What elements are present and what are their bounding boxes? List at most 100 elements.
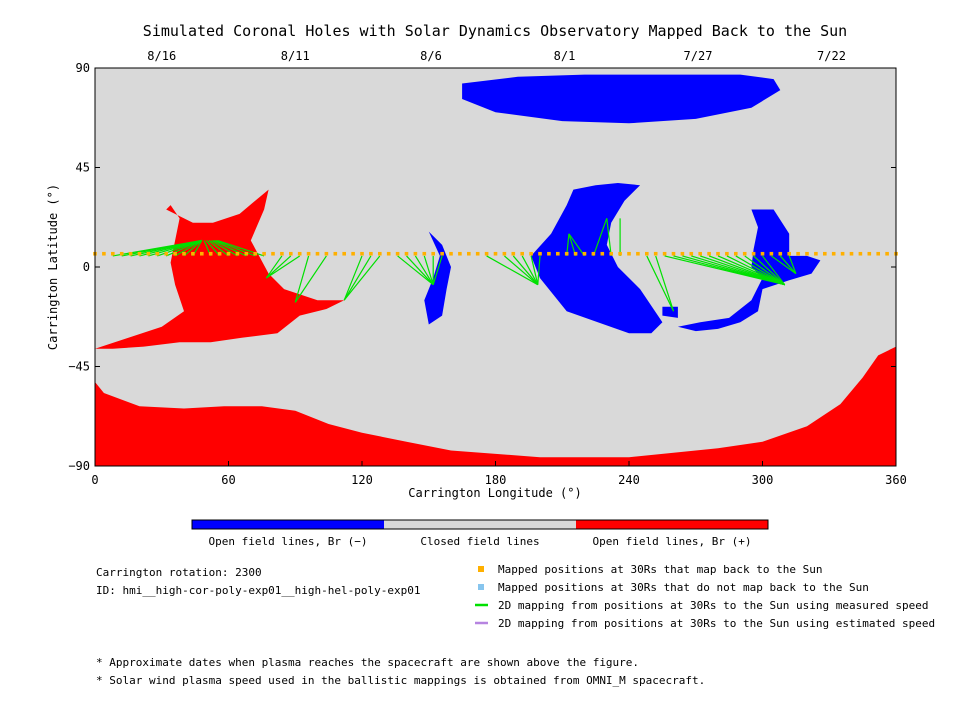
mapped-position-6: [146, 251, 151, 256]
colorbar-label-0: Open field lines, Br (−): [209, 535, 368, 548]
x-tick-label-2: 120: [351, 473, 373, 487]
mapping-line-11: [205, 240, 221, 257]
mapping-line-15: [214, 239, 256, 257]
y-tick-label-4: −90: [68, 459, 90, 473]
mapping-line-34: [521, 255, 539, 285]
mapped-position-57: [600, 251, 605, 256]
mapped-position-22: [289, 251, 293, 256]
mapped-position-72: [734, 251, 738, 256]
mapped-position-2: [111, 251, 115, 256]
mapped-position-68: [698, 251, 702, 256]
mapping-line-19: [265, 255, 301, 279]
mapped-position-69: [707, 251, 711, 256]
x-tick-label-6: 360: [885, 473, 907, 487]
mapping-line-26: [406, 255, 434, 286]
mapping-line-21: [294, 255, 327, 303]
mapped-position-79: [796, 251, 800, 256]
mapped-position-31: [369, 251, 373, 256]
mapping-line-43: [646, 255, 675, 312]
mapped-position-55: [582, 251, 587, 256]
mapping-line-8: [183, 240, 203, 257]
colorbar-frame: [191, 519, 769, 530]
mapped-position-36: [413, 251, 418, 256]
mapped-position-7: [155, 251, 160, 256]
y-tick-label-0: 90: [76, 61, 90, 75]
date-tick-label-4: 7/27: [684, 49, 713, 63]
x-tick-label-3: 180: [485, 473, 507, 487]
mapped-position-8: [164, 251, 168, 256]
mapped-position-43: [475, 251, 480, 256]
mapped-position-60: [627, 251, 631, 256]
region-negative-4: [424, 231, 451, 325]
mapped-position-27: [333, 251, 338, 256]
mapped-position-56: [591, 251, 596, 256]
colorbar-label-2: Open field lines, Br (+): [593, 535, 752, 548]
mapped-position-10: [182, 251, 186, 256]
mapped-position-20: [271, 251, 275, 256]
mapping-line-7: [174, 239, 203, 257]
mapping-line-53: [735, 255, 786, 286]
x-axis-label: Carrington Longitude (°): [408, 486, 581, 500]
mapped-position-82: [823, 251, 827, 256]
mapped-position-16: [235, 251, 240, 256]
mapping-line-57: [771, 255, 797, 275]
mapped-position-58: [609, 251, 613, 256]
mapped-position-17: [244, 251, 249, 256]
date-tick-label-3: 8/1: [554, 49, 576, 63]
region-negative-3: [531, 183, 663, 334]
mapped-position-62: [645, 251, 649, 256]
region-negative-5: [677, 209, 821, 332]
mapped-position-74: [751, 251, 756, 256]
mapped-position-83: [831, 251, 836, 256]
mapping-line-30: [432, 255, 443, 285]
mapped-position-48: [520, 251, 524, 256]
mapped-position-15: [226, 251, 231, 256]
mapped-position-44: [484, 251, 489, 256]
mapping-line-54: [744, 255, 786, 286]
mapped-position-59: [618, 251, 622, 256]
mapped-position-39: [440, 251, 444, 256]
legend-marker-1: [478, 584, 484, 590]
chart-title: Simulated Coronal Holes with Solar Dynam…: [143, 22, 847, 40]
mapped-position-14: [217, 251, 222, 256]
carrington-rotation: Carrington rotation: 2300: [96, 566, 262, 579]
mapped-position-52: [556, 251, 560, 256]
y-axis: 90 45 0 −45 −90: [68, 61, 896, 473]
top-date-axis: 8/16 8/11 8/6 8/1 7/27 7/22: [147, 49, 846, 73]
mapped-position-1: [102, 251, 106, 256]
legend-label-3: 2D mapping from positions at 30Rs to the…: [498, 617, 935, 630]
date-tick-label-2: 8/6: [420, 49, 442, 63]
mapping-line-23: [343, 255, 372, 301]
mapping-line-12: [208, 239, 229, 257]
mapping-line-28: [423, 255, 434, 285]
region-positive-0: [95, 189, 345, 349]
mapped-position-45: [493, 251, 498, 256]
mapped-position-66: [680, 251, 685, 256]
date-tick-label-1: 8/11: [281, 49, 310, 63]
note-dates: * Approximate dates when plasma reaches …: [96, 656, 639, 669]
mapped-position-65: [671, 251, 676, 256]
mapping-line-20: [294, 255, 310, 303]
mapped-position-80: [805, 251, 809, 256]
mapping-line-52: [726, 255, 786, 286]
mapped-position-77: [778, 251, 783, 256]
mapped-position-46: [502, 251, 507, 256]
mapped-position-37: [422, 251, 427, 256]
mapped-position-63: [653, 251, 658, 256]
mapped-position-84: [840, 251, 845, 256]
x-tick-label-4: 240: [618, 473, 640, 487]
colorbar-swatch-0: [192, 520, 384, 529]
date-tick-label-5: 7/22: [817, 49, 846, 63]
mapped-position-32: [378, 251, 382, 256]
mapped-position-13: [208, 251, 213, 256]
mapped-position-54: [573, 251, 578, 256]
mapped-position-89: [885, 251, 889, 256]
mapped-position-11: [191, 251, 195, 256]
mapping-line-13: [210, 239, 238, 257]
mapped-position-12: [200, 251, 204, 256]
y-tick-label-1: 45: [76, 161, 90, 175]
mapped-position-34: [395, 251, 400, 256]
mapped-position-19: [262, 251, 266, 256]
mapped-position-9: [173, 251, 177, 256]
mapped-position-78: [787, 251, 791, 256]
